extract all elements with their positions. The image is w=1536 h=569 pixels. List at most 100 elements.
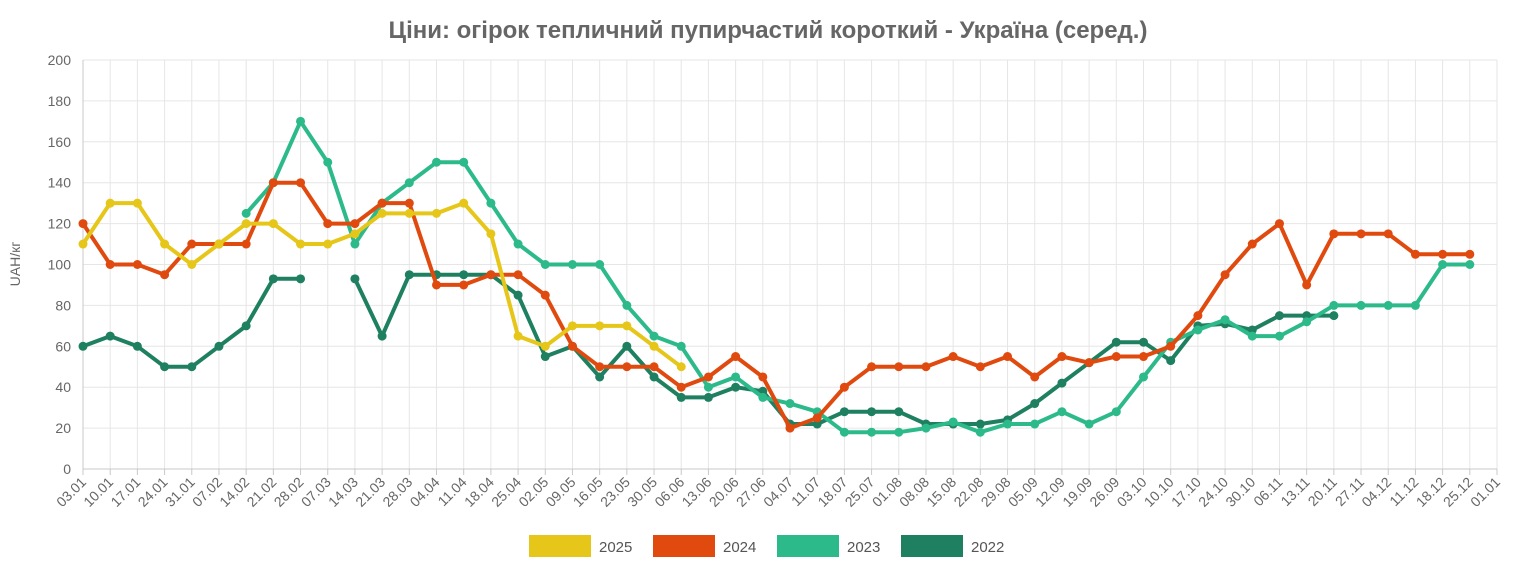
x-tick-label: 09.05 bbox=[542, 474, 578, 510]
x-tick-label: 26.09 bbox=[1086, 474, 1122, 510]
y-tick-label: 80 bbox=[55, 297, 71, 313]
data-point-2023 bbox=[486, 198, 496, 208]
x-tick-label: 18.12 bbox=[1413, 474, 1449, 510]
data-point-2022 bbox=[132, 341, 142, 351]
legend[interactable]: 2025 2024 2023 2022 bbox=[529, 535, 1004, 557]
data-point-2024 bbox=[132, 260, 142, 269]
data-point-2023 bbox=[676, 341, 686, 351]
data-point-2024 bbox=[241, 239, 251, 249]
data-point-2025 bbox=[296, 239, 306, 249]
x-tick-label: 20.11 bbox=[1305, 474, 1341, 510]
data-point-2025 bbox=[323, 239, 333, 249]
data-point-2023 bbox=[1465, 260, 1475, 269]
data-point-2023 bbox=[1111, 407, 1121, 417]
legend-item-2024[interactable]: 2024 bbox=[653, 535, 756, 557]
data-point-2025 bbox=[649, 341, 659, 351]
data-point-2022 bbox=[296, 274, 306, 284]
data-point-2024 bbox=[377, 198, 387, 208]
x-tick-label: 03.01 bbox=[53, 474, 89, 510]
data-point-2024 bbox=[404, 198, 414, 208]
data-point-2023 bbox=[296, 116, 306, 126]
data-point-2024 bbox=[323, 219, 333, 229]
legend-label-2024: 2024 bbox=[723, 539, 756, 556]
legend-item-2022[interactable]: 2022 bbox=[901, 535, 1004, 557]
data-point-2025 bbox=[676, 362, 686, 372]
x-tick-label: 24.10 bbox=[1195, 474, 1231, 510]
data-point-2023 bbox=[1193, 325, 1203, 335]
x-tick-label: 04.12 bbox=[1358, 474, 1394, 510]
x-tick-label: 29.08 bbox=[978, 474, 1014, 510]
y-axis-label: UAH/кг bbox=[7, 242, 23, 287]
data-point-2023 bbox=[1003, 419, 1013, 429]
data-point-2024 bbox=[867, 362, 877, 372]
data-point-2025 bbox=[513, 331, 523, 341]
data-point-2024 bbox=[703, 372, 713, 382]
legend-item-2023[interactable]: 2023 bbox=[777, 535, 880, 557]
data-point-2025 bbox=[105, 198, 115, 208]
data-point-2023 bbox=[975, 427, 985, 437]
x-tick-label: 28.03 bbox=[379, 474, 415, 510]
data-point-2022 bbox=[703, 392, 713, 402]
x-tick-label: 25.07 bbox=[842, 474, 878, 510]
x-tick-label: 15.08 bbox=[923, 474, 959, 510]
data-point-2023 bbox=[1220, 315, 1230, 325]
data-point-2022 bbox=[975, 419, 985, 429]
data-point-2024 bbox=[1329, 229, 1339, 239]
data-point-2025 bbox=[214, 239, 224, 249]
legend-item-2025[interactable]: 2025 bbox=[529, 535, 632, 557]
data-point-2023 bbox=[649, 331, 659, 341]
data-point-2022 bbox=[241, 321, 251, 331]
data-point-2022 bbox=[1057, 378, 1067, 388]
data-point-2022 bbox=[187, 362, 197, 372]
data-point-2024 bbox=[459, 280, 469, 290]
x-tick-label: 18.07 bbox=[814, 474, 850, 510]
data-point-2025 bbox=[404, 208, 414, 218]
data-point-2024 bbox=[1111, 352, 1121, 362]
data-point-2022 bbox=[676, 392, 686, 402]
x-tick-label: 11.04 bbox=[434, 474, 470, 510]
data-point-2024 bbox=[1139, 352, 1148, 362]
x-tick-label: 25.04 bbox=[488, 474, 524, 510]
data-point-2024 bbox=[540, 290, 550, 300]
y-tick-label: 140 bbox=[48, 175, 72, 191]
data-point-2022 bbox=[459, 270, 469, 280]
data-point-2024 bbox=[350, 219, 360, 229]
series-2023 bbox=[241, 116, 1475, 437]
data-point-2023 bbox=[1247, 331, 1257, 341]
data-point-2024 bbox=[839, 382, 849, 392]
x-tick-label: 27.11 bbox=[1332, 474, 1368, 510]
data-point-2023 bbox=[1410, 300, 1420, 310]
x-tick-label: 13.06 bbox=[678, 474, 714, 510]
y-tick-label: 200 bbox=[48, 52, 72, 68]
y-tick-label: 0 bbox=[63, 461, 71, 477]
data-point-2022 bbox=[105, 331, 115, 341]
x-tick-label: 24.01 bbox=[135, 474, 171, 510]
x-tick-label: 07.03 bbox=[298, 474, 334, 510]
data-point-2023 bbox=[350, 239, 360, 249]
series-2024 bbox=[78, 178, 1475, 433]
data-point-2024 bbox=[1383, 229, 1393, 239]
x-tick-label: 28.02 bbox=[271, 474, 307, 510]
data-point-2023 bbox=[731, 372, 741, 382]
data-point-2025 bbox=[432, 208, 441, 218]
x-tick-label: 20.06 bbox=[706, 474, 742, 510]
data-point-2023 bbox=[758, 392, 768, 402]
x-tick-label: 10.01 bbox=[80, 474, 116, 510]
data-point-2024 bbox=[1410, 249, 1420, 259]
x-tick-label: 23.05 bbox=[597, 474, 633, 510]
data-point-2023 bbox=[703, 382, 713, 392]
data-point-2023 bbox=[1438, 260, 1448, 269]
data-point-2022 bbox=[595, 372, 605, 382]
data-point-2023 bbox=[1383, 300, 1393, 310]
legend-swatch-2022 bbox=[901, 535, 963, 557]
data-point-2022 bbox=[1139, 337, 1148, 347]
data-point-2024 bbox=[1166, 341, 1176, 351]
data-point-2024 bbox=[1084, 358, 1094, 368]
data-point-2023 bbox=[921, 423, 931, 433]
data-point-2023 bbox=[513, 239, 523, 249]
data-point-2022 bbox=[268, 274, 278, 284]
data-point-2024 bbox=[486, 270, 496, 280]
data-point-2022 bbox=[1329, 311, 1339, 321]
data-point-2023 bbox=[323, 157, 333, 167]
x-tick-label: 27.06 bbox=[733, 474, 769, 510]
